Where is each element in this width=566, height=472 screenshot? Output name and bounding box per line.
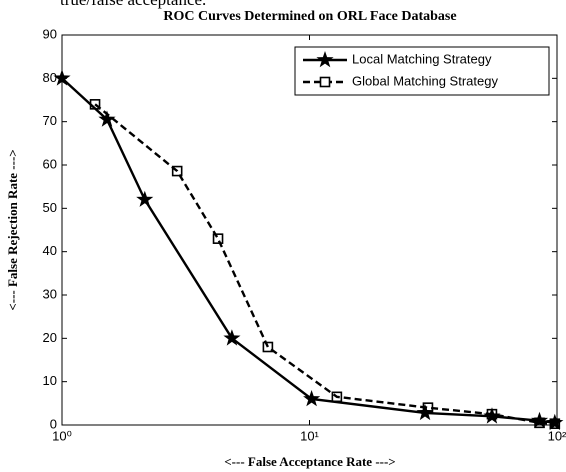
y-tick-label: 70 <box>43 113 57 128</box>
series-line <box>94 103 555 425</box>
square-marker <box>171 165 183 177</box>
square-marker <box>422 402 434 413</box>
caption: true/false acceptance. <box>60 0 206 9</box>
square-marker <box>486 408 498 420</box>
y-tick-label: 0 <box>50 416 57 431</box>
y-tick-label: 50 <box>43 200 57 215</box>
x-tick-label: 10⁰ <box>52 428 72 443</box>
square-marker <box>549 418 561 430</box>
star-marker <box>53 69 71 86</box>
square-marker <box>89 99 101 110</box>
y-tick-label: 60 <box>43 156 57 171</box>
legend-box <box>294 46 550 96</box>
y-tick-label: 10 <box>43 373 57 388</box>
square-marker <box>534 417 545 429</box>
y-tick-label: 90 <box>43 26 57 41</box>
star-marker <box>136 190 154 207</box>
legend-label: Global Matching Strategy <box>352 73 498 88</box>
y-tick-label: 30 <box>43 286 57 301</box>
star-marker <box>303 390 321 407</box>
star-marker <box>98 110 116 127</box>
chart-title: ROC Curves Determined on ORL Face Databa… <box>163 9 456 24</box>
x-axis-label: <--- False Acceptance Rate ---> <box>224 454 395 469</box>
square-marker <box>262 341 274 353</box>
legend-marker <box>316 51 334 68</box>
star-marker <box>546 413 564 431</box>
y-tick-label: 80 <box>43 70 57 85</box>
star-marker <box>223 329 241 346</box>
x-tick-label: 10² <box>548 428 566 443</box>
y-tick-label: 40 <box>43 243 57 258</box>
legend-marker <box>319 76 331 88</box>
x-tick-label: 10¹ <box>300 428 319 443</box>
square-marker <box>212 233 224 244</box>
star-marker <box>483 407 501 424</box>
y-axis-label: <--- False Rejection Rate ---> <box>5 149 20 310</box>
square-marker <box>331 391 343 403</box>
y-tick-label: 20 <box>43 330 57 345</box>
legend-label: Local Matching Strategy <box>352 51 492 66</box>
star-marker <box>531 411 549 428</box>
